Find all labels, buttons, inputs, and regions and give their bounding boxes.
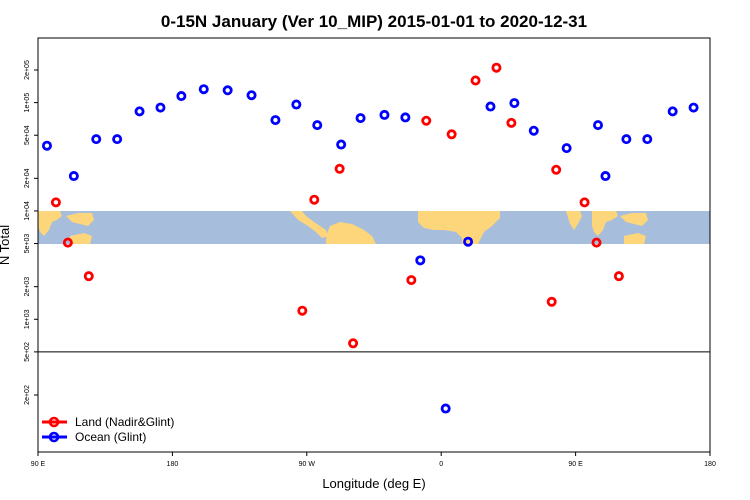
land-point [546, 296, 557, 307]
land-point [446, 129, 457, 140]
ocean-point [270, 115, 281, 126]
x-tick-label: 0 [439, 461, 443, 468]
ocean-point [688, 102, 699, 113]
legend-land-label: Land (Nadir&Glint) [75, 415, 174, 429]
ocean-point [642, 134, 653, 145]
ocean-point [312, 120, 323, 131]
ocean-point [198, 84, 209, 95]
y-tick-label: 1e+04 [24, 201, 31, 221]
ocean-point [134, 106, 145, 117]
land-point [309, 194, 320, 205]
x-axis-label: Longitude (deg E) [322, 476, 425, 491]
land-point [591, 237, 602, 248]
y-tick-label: 5e+03 [24, 234, 31, 254]
land-point [50, 197, 61, 208]
land-point [421, 115, 432, 126]
ocean-point [600, 171, 611, 182]
ocean-point [155, 102, 166, 113]
land-point [83, 271, 94, 282]
land-point [348, 338, 359, 349]
x-tick-label: 180 [704, 461, 716, 468]
ocean-point [336, 139, 347, 150]
ocean-point [415, 255, 426, 266]
ocean-point [291, 99, 302, 110]
land-indonesia-left [66, 213, 94, 226]
y-axis-label: N Total [0, 225, 12, 265]
legend-land-marker [48, 416, 60, 428]
ocean-point [440, 403, 451, 414]
legend: Land (Nadir&Glint) Ocean (Glint) [42, 415, 174, 444]
ocean-point [246, 90, 257, 101]
ocean-point [112, 134, 123, 145]
x-tick-label: 180 [167, 461, 179, 468]
land-india [566, 211, 582, 230]
ocean-point [667, 106, 678, 117]
legend-ocean-label: Ocean (Glint) [75, 430, 146, 444]
ocean-point [379, 109, 390, 120]
plot-frame [37, 37, 711, 453]
ocean-point [561, 143, 572, 154]
ocean-point [621, 134, 632, 145]
data-points [41, 62, 699, 414]
ocean-point [176, 91, 187, 102]
land-se-asia-right [592, 211, 618, 236]
x-tick-label: 90 E [568, 461, 583, 468]
legend-ocean-marker [48, 431, 60, 443]
ocean-point [400, 112, 411, 123]
land-central-america [290, 211, 328, 238]
x-tick-label: 90 W [299, 461, 316, 468]
ocean-point [355, 113, 366, 124]
y-tick-label: 2e+05 [24, 60, 31, 80]
ocean-point [222, 85, 233, 96]
land-australia-right [624, 233, 646, 244]
y-tick-label: 5e+02 [24, 342, 31, 362]
ocean-point [593, 120, 604, 131]
land-point [297, 305, 308, 316]
land-point [579, 197, 590, 208]
x-tick-label: 90 E [31, 461, 46, 468]
land-point [334, 163, 345, 174]
y-tick-label: 1e+05 [24, 93, 31, 113]
land-south-america [326, 222, 376, 244]
land-point [613, 271, 624, 282]
ocean-point [528, 125, 539, 136]
world-map-strip [38, 211, 710, 244]
y-tick-label: 2e+03 [24, 277, 31, 297]
ocean-point [41, 140, 52, 151]
land-point [62, 237, 73, 248]
land-africa [418, 211, 500, 244]
land-se-asia-left [38, 211, 62, 236]
ocean-point [485, 101, 496, 112]
land-point [491, 62, 502, 73]
ocean-point [509, 98, 520, 109]
ocean-point [463, 236, 474, 247]
land-point [406, 275, 417, 286]
y-tick-label: 5e+04 [24, 125, 31, 145]
chart-title: 0-15N January (Ver 10_MIP) 2015-01-01 to… [161, 12, 587, 31]
y-axis: 2e+02 5e+02 1e+03 2e+03 5e+03 1e+04 2e+04 5e+04… [24, 60, 38, 405]
land-point [551, 164, 562, 175]
land-point [506, 117, 517, 128]
ocean-point [91, 134, 102, 145]
ocean-point [68, 171, 79, 182]
land-indonesia-right [620, 213, 648, 226]
land-australia-left [70, 233, 92, 244]
land-point [470, 75, 481, 86]
y-tick-label: 2e+02 [24, 385, 31, 405]
x-axis: 90 E 180 90 W 0 90 E 180 [31, 452, 716, 468]
y-tick-label: 1e+03 [24, 309, 31, 329]
y-tick-label: 2e+04 [24, 168, 31, 188]
